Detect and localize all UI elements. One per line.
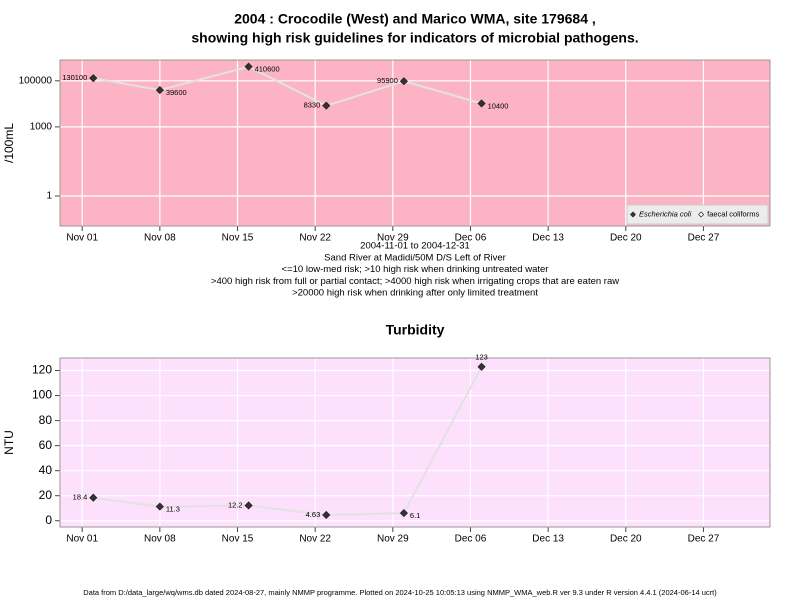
legend-label: Escherichia coli	[639, 209, 691, 218]
x-tick-label: Nov 15	[222, 534, 254, 545]
x-tick-label: Nov 08	[144, 534, 176, 545]
note: Sand River at Madidi/50M D/S Left of Riv…	[324, 252, 506, 263]
note: >20000 high risk when drinking after onl…	[292, 288, 538, 299]
risk-band	[60, 60, 770, 226]
x-tick-label: Nov 29	[377, 233, 409, 244]
data-label: 8330	[304, 101, 321, 110]
x-tick-label: Dec 27	[688, 534, 720, 545]
data-label: 18.4	[73, 493, 88, 502]
data-point	[155, 86, 164, 95]
x-tick-label: Nov 22	[299, 534, 331, 545]
x-tick-label: Nov 15	[222, 233, 254, 244]
data-point	[399, 77, 408, 86]
x-tick-label: Nov 08	[144, 233, 176, 244]
legend-box	[626, 204, 769, 225]
data-label: 6.1	[410, 511, 420, 520]
x-tick-label: Dec 27	[688, 233, 720, 244]
x-tick-label: Nov 01	[66, 534, 98, 545]
x-tick-label: Nov 01	[66, 233, 98, 244]
x-tick-label: Dec 20	[610, 233, 642, 244]
y-tick-label: 20	[39, 488, 53, 502]
y-tick-label: 100	[32, 388, 52, 402]
data-label: 39600	[166, 88, 187, 97]
chart-title: 2004 : Crocodile (West) and Marico WMA, …	[234, 11, 596, 27]
data-label: 130100	[62, 73, 87, 82]
data-label: 11.3	[166, 505, 180, 514]
y-axis-label: NTU	[2, 430, 16, 455]
legend-marker	[630, 211, 636, 218]
y-tick-label: 80	[39, 413, 53, 427]
legend-label: faecal coliforms	[707, 209, 759, 218]
data-point	[244, 62, 253, 71]
y-tick-label: 1000	[30, 122, 53, 133]
x-tick-label: Dec 06	[455, 233, 487, 244]
data-label: 410600	[255, 65, 280, 74]
data-point	[399, 509, 408, 518]
plot-frame	[59, 59, 771, 227]
y-tick-label: 60	[39, 438, 53, 452]
x-tick-label: Dec 13	[532, 534, 564, 545]
note: 2004-11-01 to 2004-12-31	[360, 241, 470, 252]
note: >400 high risk from full or partial cont…	[211, 276, 619, 287]
note: <=10 low-med risk; >10 high risk when dr…	[282, 264, 549, 275]
y-tick-label: 120	[32, 363, 52, 377]
x-tick-label: Nov 29	[377, 534, 409, 545]
data-label: 123	[475, 353, 488, 362]
data-point	[155, 502, 164, 511]
series-line	[93, 366, 483, 516]
data-point	[477, 99, 486, 108]
data-label: 12.2	[228, 500, 243, 509]
y-tick-label: 100000	[19, 75, 53, 86]
data-label: 95900	[377, 76, 398, 85]
data-point	[89, 493, 98, 502]
chart-title: Turbidity	[386, 322, 445, 338]
y-tick-label: 40	[39, 463, 53, 477]
legend-marker	[698, 211, 705, 218]
data-label: 10400	[488, 101, 509, 110]
y-tick-label: 0	[45, 513, 52, 527]
series-line	[93, 65, 482, 107]
data-point	[477, 362, 486, 371]
data-point	[322, 510, 331, 520]
y-axis-label: /100mL	[2, 123, 16, 163]
data-point	[89, 74, 98, 83]
x-tick-label: Dec 20	[610, 534, 642, 545]
x-tick-label: Dec 06	[455, 534, 487, 545]
data-point	[322, 101, 331, 110]
risk-band	[60, 358, 770, 527]
plot-frame	[59, 357, 771, 528]
x-tick-label: Dec 13	[532, 233, 564, 244]
legend: Escherichia coli faecal coliforms	[626, 204, 769, 225]
x-tick-label: Nov 22	[299, 233, 331, 244]
footer: Data from D:/data_large/wq/wms.db dated …	[83, 588, 717, 597]
chart-title: showing high risk guidelines for indicat…	[191, 30, 638, 46]
data-point	[244, 501, 253, 510]
data-label: 4.63	[306, 510, 321, 519]
y-tick-label: 1	[46, 191, 52, 202]
